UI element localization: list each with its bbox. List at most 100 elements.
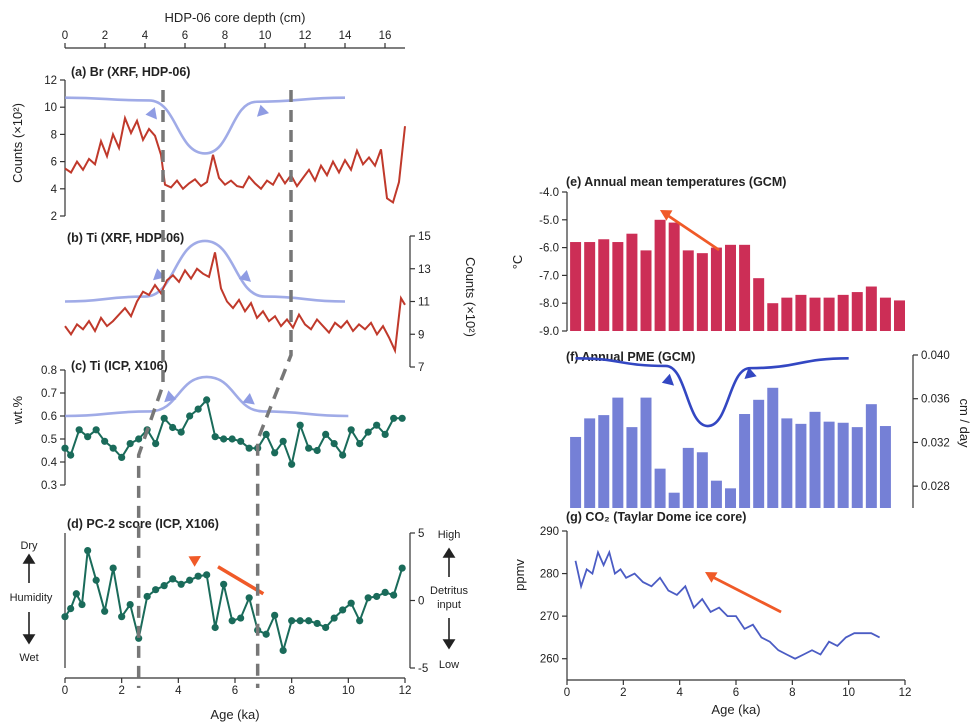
panel-a-y-tick-label: 6 [51,157,57,169]
panel-d-point [72,590,80,598]
panel-d-point [373,592,381,601]
panel-c-point [152,440,160,448]
panel-d-point [347,599,355,607]
panel-f-trend-arrow-right [744,367,757,380]
panel-a-title: (a) Br (XRF, HDP-06) [71,65,190,79]
label-input: input [437,599,461,611]
panel-e-bar [668,222,680,331]
age-axis-right-tick-label: 8 [789,687,795,699]
panel-b-y-tick-label: 11 [418,297,430,309]
panel-d-point [84,546,92,555]
panel-c-point [322,430,330,438]
panel-d-point [118,613,126,621]
depth-axis-tick-label: 6 [182,30,188,42]
panel-d-point [245,594,253,602]
panel-c-point [381,430,389,438]
depth-axis-tick-label: 0 [62,30,68,42]
panel-c-point [109,444,117,452]
panel-e-bar [781,297,793,331]
panel-c-point [228,435,236,443]
panel-g-y-tick-label: 270 [540,611,559,623]
panel-c-trend-curve [64,375,349,418]
panel-d-point [160,582,168,590]
panel-c-point [75,426,83,434]
panel-f-trend-curve [575,356,849,428]
ylabel-counts-left: Counts (×10²) [10,103,25,183]
panel-c-point [169,423,177,432]
panel-d-point [143,592,151,601]
panel-c-point [203,396,211,404]
panel-e-bar [584,242,596,331]
panel-c-point [84,433,92,441]
panel-d-point [305,617,313,625]
panel-c-point [271,449,279,457]
age-axis-right-tick-label: 6 [733,687,739,699]
panel-e-bar [598,239,610,331]
dashed-line-right [255,90,293,688]
dashed-line-left [136,90,165,688]
panel-f-bar [612,397,624,508]
label-high: High [438,529,461,541]
panel-f-bar [767,387,779,508]
depth-axis-tick-label: 14 [339,30,352,42]
panel-g-y-tick-label: 260 [540,654,559,666]
panel-e-bar [682,250,694,331]
panel-d-orange-arrow-head [188,555,201,567]
panel-c-point [313,446,321,455]
label-low: Low [439,659,459,671]
panel-c-point [339,451,347,459]
panel-c-title: (c) Ti (ICP, X106) [71,359,168,373]
panel-c-point [67,451,75,459]
panel-a-y-tick-label: 8 [51,129,57,141]
age-axis-left-tick-label: 10 [342,685,355,697]
panel-e-y-tick-label: -6.0 [539,243,559,255]
panel-d-point [279,646,287,655]
panel-g-y-tick-label: 280 [540,569,559,581]
panel-e-y-tick-label: -8.0 [539,298,559,310]
panel-d-point [237,614,245,622]
panel-f-bar [570,436,582,508]
panel-f-y-tick-label: 0.028 [921,481,950,493]
panel-c-y-tick-label: 0.3 [41,480,57,492]
panel-d-point [135,634,143,642]
panel-e-bar [837,294,849,331]
panel-e-bar [696,253,708,331]
panel-e-y-tick-label: -5.0 [539,215,559,227]
panel-e-bar [851,292,863,331]
panel-c-y-tick-label: 0.5 [41,434,57,446]
panel-e-bar [879,297,891,331]
panel-c-trend-arrow-left [164,390,177,403]
panel-f-bar [640,397,652,508]
panel-e-orange-arrow-shaft [664,212,720,252]
panel-e-bar [570,242,582,331]
age-axis-left-tick-label: 8 [288,685,294,697]
panel-f-bar [809,411,821,508]
panel-e-bar [894,300,905,331]
panel-d-point [78,600,86,609]
panel-b-series-line [64,252,406,355]
panel-c-point [237,437,245,445]
age-axis-right-tick-label: 10 [842,687,855,699]
panel-f-y-tick-label: 0.032 [921,437,950,449]
panel-f-bar [725,488,736,508]
panel-c-point [390,414,398,422]
panel-a-trend-arrow-right [257,104,270,117]
panel-c-point [330,440,338,448]
panel-f-y-tick-label: 0.040 [921,350,950,362]
panel-e-orange-arrow-head [659,210,673,221]
panel-c-y-tick-label: 0.8 [41,365,57,377]
panel-e-bar [795,294,807,331]
top-axis-title: HDP-06 core depth (cm) [165,10,306,25]
panel-a-y-tick-label: 10 [44,102,57,114]
panel-f-title: (f) Annual PME (GCM) [566,350,695,364]
panel-f-y-tick-label: 0.036 [921,394,950,406]
panel-b-title: (b) Ti (XRF, HDP-06) [67,231,184,245]
panel-e-bar [640,250,652,331]
panel-f-bar [837,422,849,508]
panel-d-title: (d) PC-2 score (ICP, X106) [67,517,219,531]
panel-e-bar [865,286,877,331]
panel-a-trend-curve [64,96,346,155]
panel-g-series-line [574,549,881,660]
panel-e-bar [626,233,638,331]
panel-b-trend-arrow-right [238,270,251,282]
